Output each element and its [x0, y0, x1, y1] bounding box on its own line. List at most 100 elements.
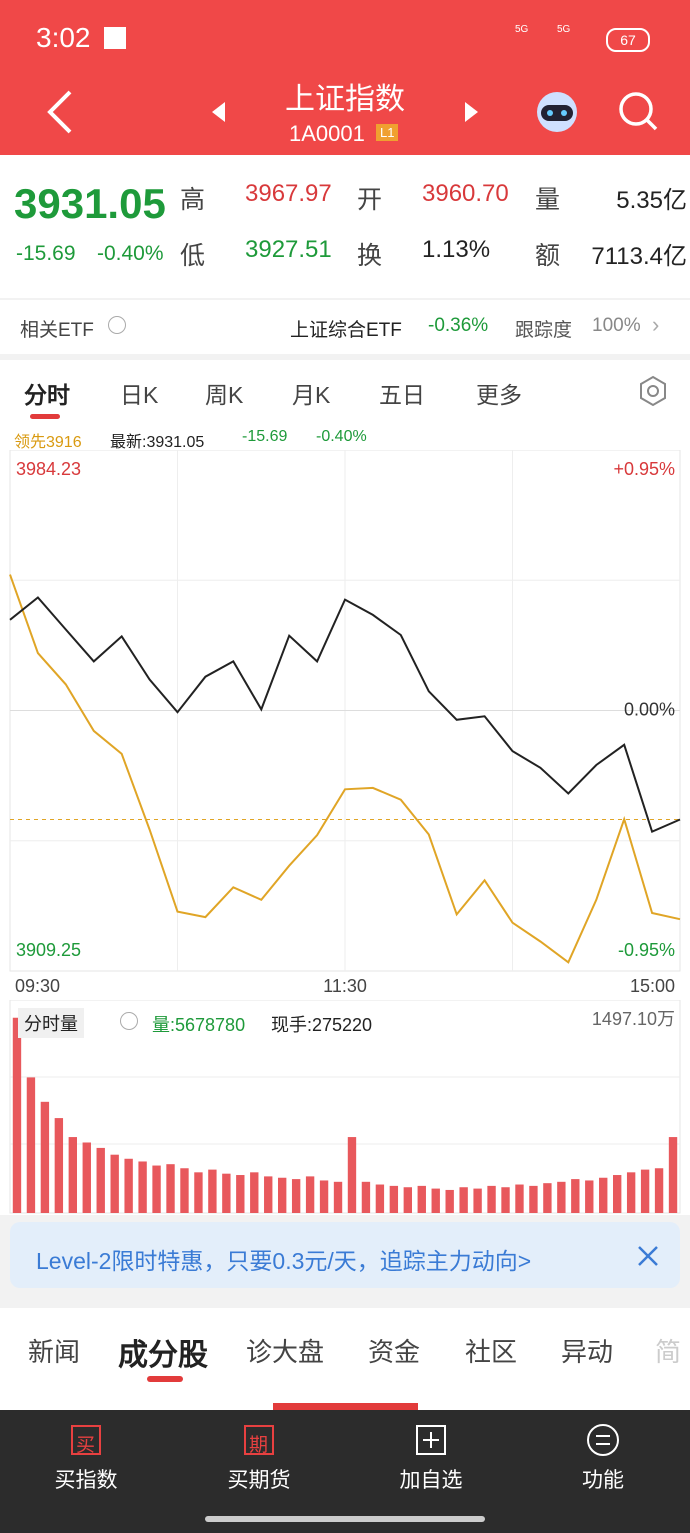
- news-tab[interactable]: 社区: [465, 1337, 518, 1367]
- volume-bar: [613, 1175, 622, 1213]
- price-line: [9, 596, 681, 834]
- nav-label[interactable]: 买指数: [54, 1469, 118, 1492]
- x-tick-label: 09:30: [15, 976, 60, 996]
- volume-bar: [347, 1137, 357, 1213]
- volume-bar: [403, 1187, 412, 1213]
- help-icon[interactable]: [108, 316, 126, 334]
- news-tab[interactable]: 新闻: [28, 1337, 81, 1367]
- volume-title[interactable]: 分时量: [18, 1008, 84, 1038]
- network: 5G: [557, 24, 571, 35]
- settings-icon[interactable]: [636, 374, 670, 408]
- banner-text[interactable]: Level-2限时特惠，只要0.3元/天，追踪主力动向>: [36, 1248, 532, 1274]
- nav-icon: 买: [76, 1435, 96, 1456]
- volume-bar: [417, 1185, 426, 1213]
- volume-bar: [333, 1181, 343, 1213]
- field-label: 开: [357, 186, 383, 214]
- volume-bar: [445, 1189, 454, 1213]
- news-tab[interactable]: 资金: [368, 1337, 421, 1367]
- nav-icon-box: [244, 1425, 274, 1455]
- back-button[interactable]: [47, 90, 72, 134]
- volume-bar: [12, 1017, 22, 1213]
- volume-bar: [291, 1179, 301, 1213]
- menu-icon: [587, 1424, 619, 1456]
- y2-tick-label: +0.95%: [613, 459, 675, 479]
- robot-eye: [547, 110, 553, 116]
- news-tab[interactable]: 异动: [561, 1337, 614, 1367]
- price-line: [9, 574, 681, 964]
- lead: 领先3916: [14, 434, 82, 451]
- volume-bar: [250, 1172, 259, 1213]
- change: -15.69: [16, 242, 76, 265]
- track-label: 跟踪度: [515, 320, 573, 341]
- tab[interactable]: 周K: [205, 382, 244, 408]
- status-icon: [104, 27, 126, 49]
- field-label: 低: [180, 242, 206, 270]
- news-panel: [0, 1308, 690, 1410]
- volume-bar: [54, 1118, 64, 1213]
- volume-bar: [361, 1181, 371, 1213]
- bottom-nav: [0, 1410, 690, 1533]
- news-tab[interactable]: 简: [655, 1337, 682, 1367]
- prev-button[interactable]: [212, 102, 225, 122]
- banner-close[interactable]: [636, 1244, 660, 1268]
- field-label: 换: [357, 242, 383, 270]
- field-value: 3960.70: [422, 180, 509, 207]
- field-label: 量: [535, 186, 561, 214]
- settings-shape: [640, 375, 666, 407]
- news-indicator: [147, 1376, 183, 1382]
- search-button[interactable]: [619, 92, 653, 126]
- nav-icon-box: [71, 1425, 101, 1455]
- nav-icon: 期: [249, 1435, 269, 1456]
- code: 1A0001: [289, 121, 365, 146]
- volume-bar: [654, 1168, 664, 1213]
- robot-face: [541, 105, 573, 121]
- info-change: -15.69: [242, 428, 288, 445]
- volume-bar: [138, 1161, 147, 1213]
- volume-bar: [82, 1142, 91, 1213]
- volume-bar: [585, 1180, 594, 1213]
- field-value: 3927.51: [245, 236, 332, 263]
- tab[interactable]: 日K: [120, 382, 159, 408]
- tab-indicator: [30, 414, 60, 419]
- y-tick-label: 3909.25: [16, 940, 81, 960]
- nav-label[interactable]: 加自选: [399, 1469, 463, 1492]
- help-icon[interactable]: [120, 1012, 138, 1030]
- volume-bar: [515, 1184, 524, 1213]
- tab[interactable]: 月K: [292, 382, 331, 408]
- header-icons: [47, 90, 658, 134]
- volume-bar: [640, 1169, 650, 1213]
- strip: [273, 1403, 418, 1410]
- price-chart: -0.95% 0.00% +0.95% 3909.25 3984.23 09:30 11:3…: [9, 450, 681, 996]
- field-value: 3967.97: [245, 180, 332, 207]
- volume-bar: [626, 1172, 636, 1213]
- volume-bar: [208, 1169, 217, 1213]
- volume-bar: [194, 1172, 203, 1213]
- close-line: [638, 1246, 658, 1266]
- etf-name: 上证综合ETF: [290, 320, 402, 341]
- nav-label[interactable]: 买期货: [227, 1469, 291, 1492]
- latest: 最新:3931.05: [110, 434, 205, 451]
- field-value: 7113.4亿: [591, 243, 687, 270]
- news-tab[interactable]: 诊大盘: [246, 1337, 325, 1367]
- settings-center: [647, 385, 659, 397]
- next-button[interactable]: [465, 102, 478, 122]
- nav-label[interactable]: 功能: [582, 1469, 624, 1492]
- tab[interactable]: 五日: [379, 382, 425, 408]
- y2-tick-label: 0.00%: [624, 699, 675, 719]
- volume-bar: [473, 1188, 482, 1213]
- robot-eye: [561, 110, 567, 116]
- tab[interactable]: 分时: [24, 382, 70, 408]
- volume-bar: [305, 1176, 315, 1213]
- news-tab[interactable]: 成分股: [118, 1339, 208, 1372]
- info-change-pct: -0.40%: [316, 428, 367, 445]
- field-label: 额: [535, 242, 561, 270]
- volume-frame: [9, 1000, 681, 1214]
- volume-bar: [166, 1164, 175, 1213]
- y2-tick-label: -0.95%: [618, 940, 675, 960]
- volume-bar: [529, 1185, 538, 1213]
- search-handle: [645, 118, 658, 131]
- battery: 67: [606, 28, 650, 52]
- tab[interactable]: 更多: [476, 382, 522, 408]
- banner[interactable]: [10, 1222, 680, 1288]
- volume-bar: [152, 1165, 161, 1213]
